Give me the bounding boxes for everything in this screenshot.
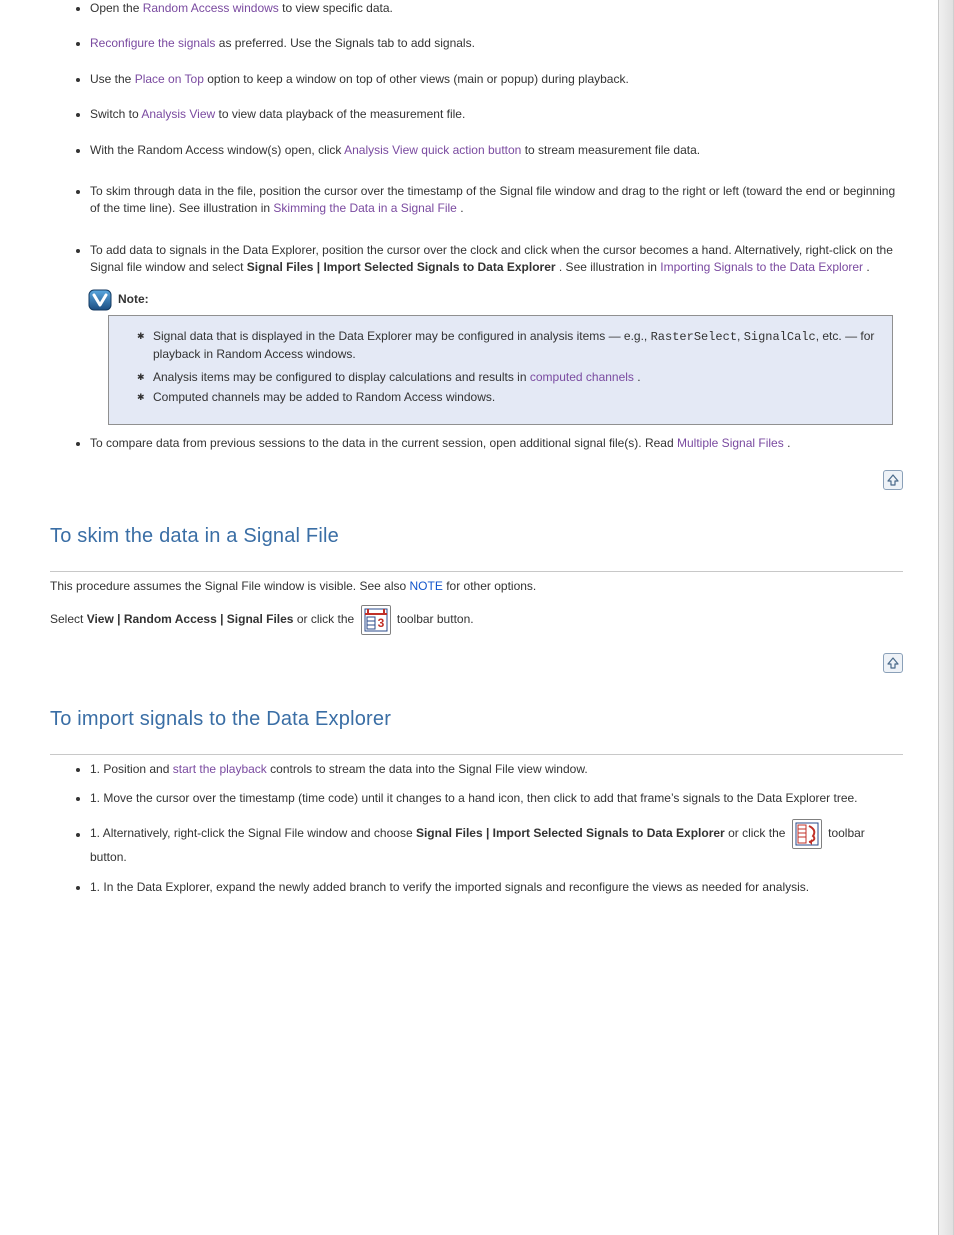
bullet-6-link[interactable]: Skimming the Data in a Signal File [273, 201, 456, 215]
note-block: Note: Signal data that is displayed in t… [90, 289, 903, 426]
bullet-2-suf: as preferred. Use the Signals tab to add… [219, 36, 475, 50]
page-content: Open the Random Access windows to view s… [0, 0, 953, 938]
proc-item-3: 1. Alternatively, right-click the Signal… [90, 819, 903, 866]
proc-2-idx: 1. [90, 791, 100, 805]
note-list: Signal data that is displayed in the Dat… [123, 328, 878, 407]
goto-top-row-1 [50, 470, 903, 491]
svg-text:3: 3 [377, 616, 384, 630]
bullet-3-suf: option to keep a window on top of other … [207, 72, 629, 86]
section-1-intro: This procedure assumes the Signal File w… [50, 578, 903, 595]
bullet-7-suf2: . [866, 260, 869, 274]
section-1-command: Select View | Random Access | Signal Fil… [50, 605, 903, 635]
note-item-3-text: Computed channels may be added to Random… [153, 390, 495, 404]
section-1-sep [50, 571, 903, 572]
s1-cmd-suf: or click the [297, 612, 358, 626]
bullet-5-link-2[interactable]: quick action button [421, 143, 521, 157]
note-item-1: Signal data that is displayed in the Dat… [137, 328, 878, 364]
bullet-3-pre: Use the [90, 72, 135, 86]
proc-item-1: 1. Position and start the playback contr… [90, 761, 903, 778]
note-label: Note: [118, 291, 149, 308]
bullet-7-bold: Signal Files | Import Selected Signals t… [247, 260, 556, 274]
bullet-8-link[interactable]: Multiple Signal Files [677, 436, 784, 450]
proc-3-bold: Signal Files | Import Selected Signals t… [416, 827, 725, 841]
bullet-3: Use the Place on Top option to keep a wi… [90, 71, 903, 88]
proc-2-text: Move the cursor over the timestamp (time… [103, 791, 857, 805]
bullet-7-link[interactable]: Importing Signals to the Data Explorer [660, 260, 863, 274]
note-header: Note: [88, 289, 903, 311]
bullet-8: To compare data from previous sessions t… [90, 435, 903, 452]
note-item-2-text: Analysis items may be configured to disp… [153, 370, 530, 384]
bullet-5-link[interactable]: Analysis View [344, 143, 418, 157]
bullet-7: To add data to signals in the Data Explo… [90, 242, 903, 425]
proc-3-line: 1. Alternatively, right-click the Signal… [90, 819, 903, 866]
arrow-up-icon [887, 657, 899, 669]
note-item-2-suf: . [637, 370, 640, 384]
proc-3-body: 1. Alternatively, right-click the Signal… [90, 819, 903, 866]
proc-3-suf: or click the [728, 827, 789, 841]
procedure-list: 1. Position and start the playback contr… [50, 761, 903, 897]
bullet-3-link[interactable]: Place on Top [135, 72, 204, 86]
note-item-2-link[interactable]: computed channels [530, 370, 634, 384]
import-signals-toolbar-icon [792, 819, 822, 849]
bullet-6: To skim through data in the file, positi… [90, 183, 903, 218]
bullet-1-pre: Open the [90, 1, 143, 15]
section-1-body: This procedure assumes the Signal File w… [50, 578, 903, 635]
section-2-title: To import signals to the Data Explorer [50, 705, 903, 734]
bullet-7-suf1: . See illustration in [559, 260, 660, 274]
section-1-title: To skim the data in a Signal File [50, 522, 903, 551]
intro-link-1[interactable]: NOTE [410, 579, 443, 593]
bullet-6-suf: . [460, 201, 463, 215]
bullet-8-pre: To compare data from previous sessions t… [90, 436, 677, 450]
proc-item-2: 1. Move the cursor over the timestamp (t… [90, 790, 903, 807]
goto-top-button-1[interactable] [883, 470, 903, 490]
instruction-list: Open the Random Access windows to view s… [50, 0, 903, 452]
proc-1-suf: controls to stream the data into the Sig… [270, 762, 588, 776]
s1-cmd-bold: View | Random Access | Signal Files [87, 612, 294, 626]
proc-1-pre: Position and [103, 762, 172, 776]
bullet-4-suf: to view data playback of the measurement… [219, 107, 466, 121]
signal-files-toolbar-icon: 3 [361, 605, 391, 635]
proc-3-idx: 1. [90, 827, 100, 841]
goto-top-row-2 [50, 653, 903, 674]
note-icon [88, 289, 112, 311]
proc-1-link[interactable]: start the playback [173, 762, 267, 776]
proc-3-pre: Alternatively, right-click the Signal Fi… [103, 827, 416, 841]
bullet-5: With the Random Access window(s) open, c… [90, 142, 903, 159]
proc-item-4: 1. In the Data Explorer, expand the newl… [90, 879, 903, 896]
bullet-6-pre: To skim through data in the file, positi… [90, 184, 895, 215]
bullet-1-suf: to view specific data. [282, 1, 393, 15]
bullet-5-suf: to stream measurement file data. [525, 143, 700, 157]
arrow-up-icon [887, 474, 899, 486]
bullet-4-pre: Switch to [90, 107, 141, 121]
bullet-2-link[interactable]: Reconfigure the signals [90, 36, 215, 50]
bullet-5-pre: With the Random Access window(s) open, c… [90, 143, 344, 157]
proc-4-idx: 1. [90, 880, 100, 894]
s1-cmd-pre: Select [50, 612, 87, 626]
proc-1-idx: 1. [90, 762, 100, 776]
s1-cmd-tail: toolbar button. [397, 612, 474, 626]
note-item-2: Analysis items may be configured to disp… [137, 369, 878, 386]
bullet-1: Open the Random Access windows to view s… [90, 0, 903, 17]
proc-4-text: In the Data Explorer, expand the newly a… [103, 880, 809, 894]
bullet-1-link[interactable]: Random Access windows [143, 1, 279, 15]
section-2-sep [50, 754, 903, 755]
note-item-1-text: Signal data that is displayed in the Dat… [153, 329, 874, 361]
bullet-2: Reconfigure the signals as preferred. Us… [90, 35, 903, 52]
bullet-4: Switch to Analysis View to view data pla… [90, 106, 903, 123]
goto-top-button-2[interactable] [883, 653, 903, 673]
note-item-3: Computed channels may be added to Random… [137, 389, 878, 406]
bullet-4-link[interactable]: Analysis View [141, 107, 215, 121]
page-root: Open the Random Access windows to view s… [0, 0, 954, 1235]
bullet-8-suf: . [787, 436, 790, 450]
note-box: Signal data that is displayed in the Dat… [108, 315, 893, 426]
